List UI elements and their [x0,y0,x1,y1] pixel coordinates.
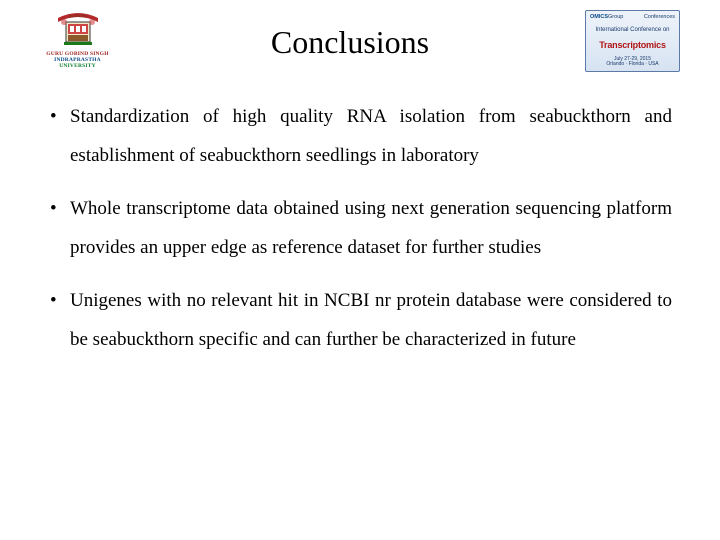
university-emblem-icon: ਗੁਰੂ ਗੋਬਿੰਦ ਸਿੰਘ [54,10,102,50]
bullet-list: Standardization of high quality RNA isol… [48,98,672,360]
list-item: Unigenes with no relevant hit in NCBI nr… [48,282,672,360]
badge-place: Orlando · Florida · USA [590,62,675,68]
badge-bottom: July 27-29, 2015 Orlando · Florida · USA [590,57,675,68]
slide-title: Conclusions [115,10,585,61]
slide: ਗੁਰੂ ਗੋਬਿੰਦ ਸਿੰਘ GURU GOBIND SINGH INDRA… [0,0,720,540]
list-item: Standardization of high quality RNA isol… [48,98,672,176]
badge-conferences: Conferences [644,14,675,20]
content-area: Standardization of high quality RNA isol… [40,80,680,360]
badge-top: OMICSGroup Conferences [590,14,675,20]
uni-name-line3: UNIVERSITY [46,63,108,69]
list-item: Whole transcriptome data obtained using … [48,190,672,268]
university-logo: ਗੁਰੂ ਗੋਬਿੰਦ ਸਿੰਘ GURU GOBIND SINGH INDRA… [40,10,115,69]
conference-badge: OMICSGroup Conferences International Con… [585,10,680,72]
header-row: ਗੁਰੂ ਗੋਬਿੰਦ ਸਿੰਘ GURU GOBIND SINGH INDRA… [40,10,680,80]
badge-mid: International Conference on [590,27,675,34]
badge-trans: Transcriptomics [590,40,675,50]
svg-text:ਗੁਰੂ ਗੋਬਿੰਦ ਸਿੰਘ: ਗੁਰੂ ਗੋਬਿੰਦ ਸਿੰਘ [68,14,87,18]
badge-omics: OMICSGroup [590,14,623,20]
university-name: GURU GOBIND SINGH INDRAPRASTHA UNIVERSIT… [46,51,108,69]
